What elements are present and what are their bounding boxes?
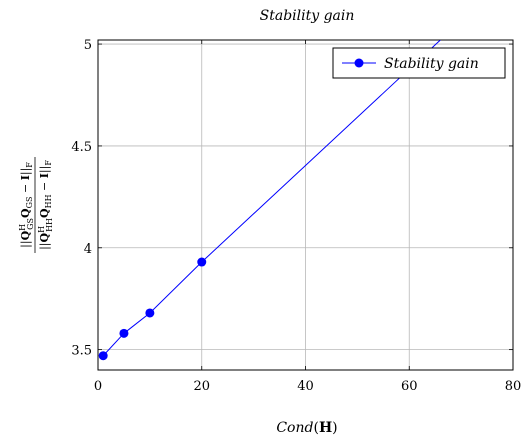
y-tick-label: 5 bbox=[84, 38, 92, 53]
series-layer bbox=[98, 40, 441, 361]
data-point bbox=[197, 257, 207, 267]
x-tick-label: 20 bbox=[193, 379, 210, 394]
grid bbox=[98, 40, 513, 370]
y-tick-label: 4.5 bbox=[71, 140, 92, 155]
x-tick-label: 40 bbox=[297, 379, 314, 394]
y-tick-label: 3.5 bbox=[71, 344, 92, 359]
data-point bbox=[98, 351, 108, 361]
x-tick-label: 60 bbox=[401, 379, 418, 394]
x-axis-label: Cond(H) bbox=[276, 420, 337, 436]
series-line bbox=[102, 40, 441, 357]
y-axis-ticks: 3.5 4 4.5 5 bbox=[71, 38, 513, 359]
y-tick-label: 4 bbox=[84, 242, 92, 257]
y-axis-label-denominator: ||QHHHQHH − I||F bbox=[37, 160, 54, 250]
y-axis-label-numerator: ||QHGSQGS − I||F bbox=[18, 162, 35, 248]
x-tick-label: 0 bbox=[94, 379, 102, 394]
chart-title: Stability gain bbox=[260, 8, 355, 24]
y-axis-label: ||QHGSQGS − I||F ||QHHHQHH − I||F bbox=[18, 157, 54, 253]
legend-marker bbox=[354, 58, 364, 68]
x-tick-label: 80 bbox=[505, 379, 522, 394]
x-axis-ticks: 0 20 40 60 80 bbox=[94, 40, 521, 394]
data-point bbox=[119, 328, 129, 338]
legend-label: Stability gain bbox=[384, 56, 479, 72]
data-point bbox=[145, 308, 155, 318]
legend: Stability gain bbox=[332, 47, 506, 79]
legend-box bbox=[332, 47, 506, 79]
